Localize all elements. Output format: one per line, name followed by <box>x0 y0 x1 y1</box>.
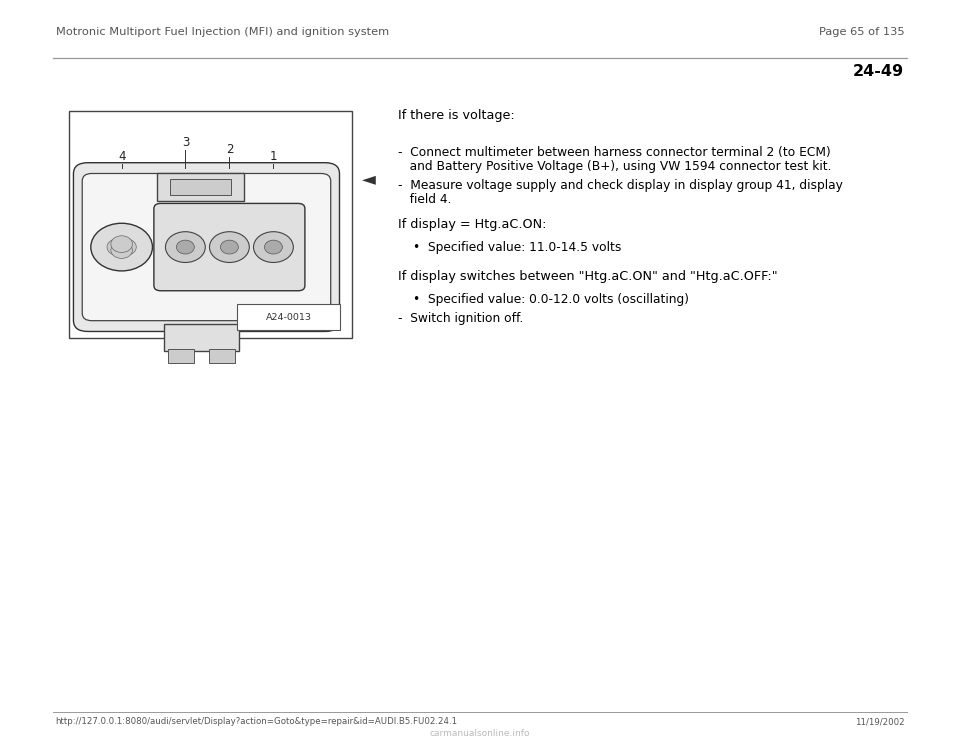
Text: If there is voltage:: If there is voltage: <box>398 108 516 122</box>
Text: 11/19/2002: 11/19/2002 <box>854 718 904 726</box>
Circle shape <box>209 232 250 263</box>
FancyBboxPatch shape <box>83 174 330 321</box>
Circle shape <box>107 239 129 255</box>
FancyBboxPatch shape <box>154 203 305 291</box>
Text: field 4.: field 4. <box>398 193 452 206</box>
FancyBboxPatch shape <box>168 349 194 363</box>
Text: ◄: ◄ <box>362 170 375 188</box>
Text: http://127.0.0.1:8080/audi/servlet/Display?action=Goto&type=repair&id=AUDI.B5.FU: http://127.0.0.1:8080/audi/servlet/Displ… <box>56 718 458 726</box>
Circle shape <box>177 240 194 254</box>
FancyBboxPatch shape <box>156 173 244 201</box>
Circle shape <box>221 240 238 254</box>
Circle shape <box>91 223 153 271</box>
Circle shape <box>110 236 132 252</box>
Text: 2: 2 <box>226 143 233 157</box>
Text: Page 65 of 135: Page 65 of 135 <box>819 27 904 37</box>
FancyBboxPatch shape <box>164 324 239 351</box>
Text: If display switches between "Htg.aC.ON" and "Htg.aC.OFF:": If display switches between "Htg.aC.ON" … <box>398 269 778 283</box>
Circle shape <box>264 240 282 254</box>
Text: and Battery Positive Voltage (B+), using VW 1594 connector test kit.: and Battery Positive Voltage (B+), using… <box>398 160 832 173</box>
Text: -  Switch ignition off.: - Switch ignition off. <box>398 312 524 325</box>
FancyBboxPatch shape <box>209 349 235 363</box>
Text: 4: 4 <box>118 150 126 163</box>
Text: A24-0013: A24-0013 <box>266 312 312 322</box>
Text: 1: 1 <box>270 150 277 163</box>
Text: 24-49: 24-49 <box>853 64 904 79</box>
Circle shape <box>114 239 136 255</box>
Circle shape <box>253 232 294 263</box>
Text: 3: 3 <box>181 137 189 149</box>
Circle shape <box>110 242 132 258</box>
FancyBboxPatch shape <box>170 179 230 195</box>
Text: carmanualsonline.info: carmanualsonline.info <box>430 729 530 738</box>
Text: Motronic Multiport Fuel Injection (MFI) and ignition system: Motronic Multiport Fuel Injection (MFI) … <box>56 27 389 37</box>
Circle shape <box>165 232 205 263</box>
Text: -  Connect multimeter between harness connector terminal 2 (to ECM): - Connect multimeter between harness con… <box>398 145 831 159</box>
FancyBboxPatch shape <box>237 304 340 330</box>
Text: If display = Htg.aC.ON:: If display = Htg.aC.ON: <box>398 218 547 232</box>
FancyBboxPatch shape <box>69 111 352 338</box>
Text: •  Specified value: 11.0-14.5 volts: • Specified value: 11.0-14.5 volts <box>413 241 621 255</box>
FancyBboxPatch shape <box>74 162 340 332</box>
Text: •  Specified value: 0.0-12.0 volts (oscillating): • Specified value: 0.0-12.0 volts (oscil… <box>413 292 688 306</box>
Text: -  Measure voltage supply and check display in display group 41, display: - Measure voltage supply and check displ… <box>398 179 843 192</box>
